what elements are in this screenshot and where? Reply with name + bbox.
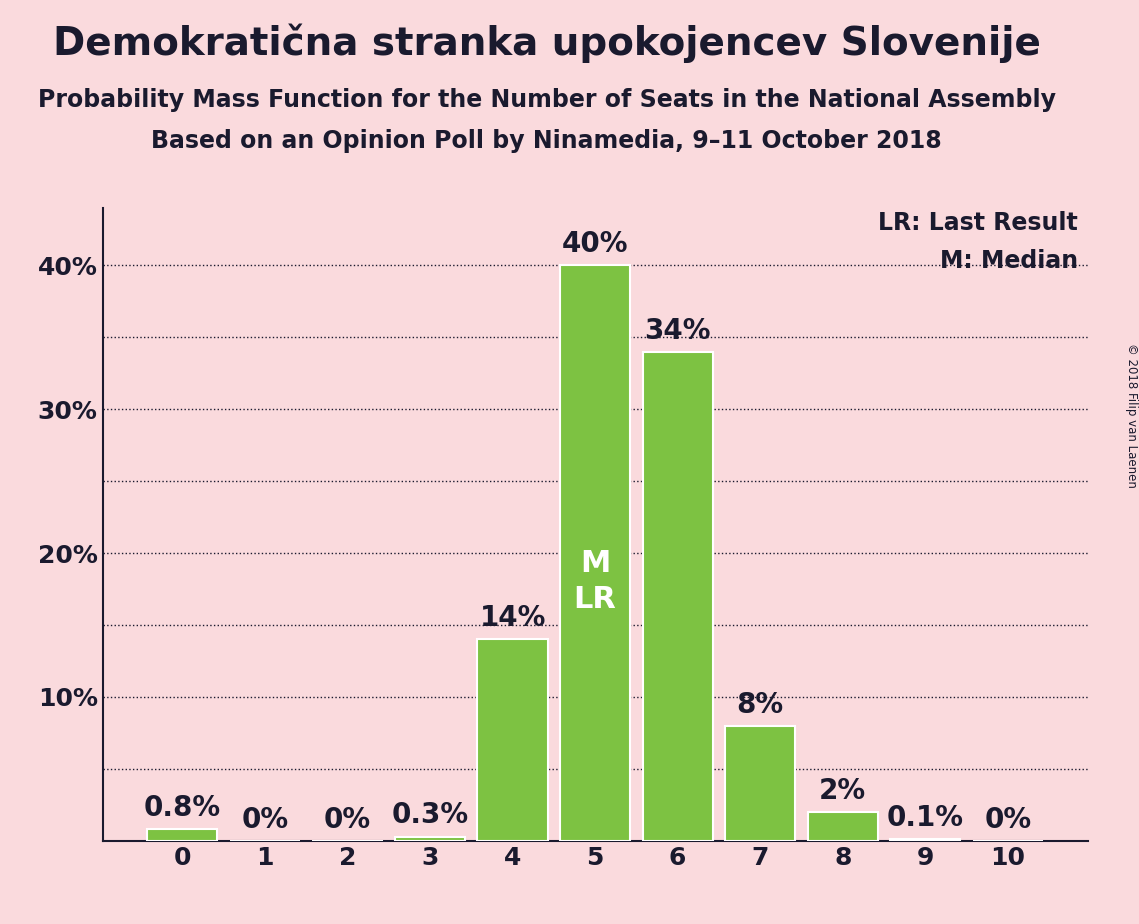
Text: 40%: 40%: [562, 230, 629, 258]
Text: 0.8%: 0.8%: [144, 794, 221, 822]
Bar: [808, 812, 878, 841]
Text: M
LR: M LR: [574, 550, 616, 614]
Text: M: Median: M: Median: [940, 249, 1077, 273]
Bar: [147, 830, 218, 841]
Text: 0%: 0%: [241, 806, 288, 833]
Text: 8%: 8%: [737, 690, 784, 719]
Bar: [891, 839, 960, 841]
Bar: [395, 836, 465, 841]
Text: 0%: 0%: [323, 806, 371, 833]
Bar: [726, 725, 795, 841]
Text: 14%: 14%: [480, 604, 546, 632]
Text: Probability Mass Function for the Number of Seats in the National Assembly: Probability Mass Function for the Number…: [38, 88, 1056, 112]
Text: 0%: 0%: [984, 806, 1032, 833]
Text: Demokratična stranka upokojencev Slovenije: Demokratična stranka upokojencev Sloveni…: [52, 23, 1041, 63]
Text: © 2018 Filip van Laenen: © 2018 Filip van Laenen: [1124, 344, 1138, 488]
Text: 0.1%: 0.1%: [887, 804, 964, 833]
Bar: [642, 352, 713, 841]
Bar: [560, 265, 630, 841]
Text: LR: Last Result: LR: Last Result: [878, 211, 1077, 235]
Text: 34%: 34%: [645, 317, 711, 345]
Text: 0.3%: 0.3%: [392, 801, 468, 830]
Text: 2%: 2%: [819, 777, 867, 805]
Bar: [477, 639, 548, 841]
Text: Based on an Opinion Poll by Ninamedia, 9–11 October 2018: Based on an Opinion Poll by Ninamedia, 9…: [151, 129, 942, 153]
